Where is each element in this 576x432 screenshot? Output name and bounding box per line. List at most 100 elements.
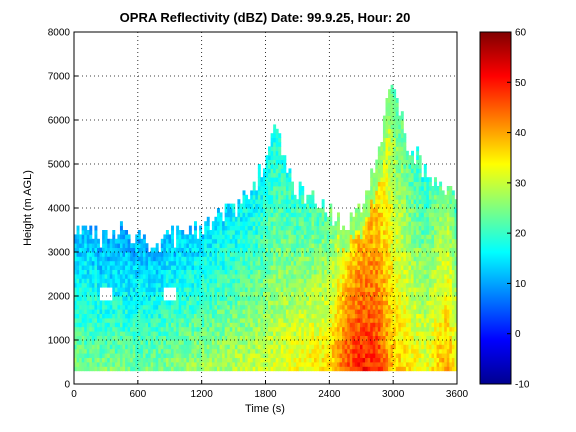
reflectivity-cell — [211, 326, 215, 332]
reflectivity-cell — [324, 256, 328, 262]
reflectivity-cell — [178, 340, 182, 345]
reflectivity-cell — [362, 331, 366, 336]
reflectivity-cell — [293, 287, 297, 292]
reflectivity-cell — [132, 304, 136, 310]
reflectivity-cell — [278, 208, 282, 213]
reflectivity-cell — [319, 340, 323, 345]
reflectivity-cell — [398, 168, 402, 174]
reflectivity-cell — [102, 278, 106, 284]
reflectivity-cell — [270, 177, 274, 182]
reflectivity-cell — [385, 278, 389, 284]
reflectivity-cell — [142, 331, 146, 336]
reflectivity-cell — [398, 243, 402, 248]
reflectivity-cell — [339, 230, 343, 235]
reflectivity-cell — [186, 340, 190, 345]
reflectivity-cell — [245, 243, 249, 248]
reflectivity-cell — [91, 313, 95, 319]
reflectivity-cell — [405, 274, 409, 279]
reflectivity-cell — [163, 247, 167, 253]
reflectivity-cell — [96, 287, 100, 292]
reflectivity-cell — [398, 366, 402, 372]
reflectivity-cell — [324, 265, 328, 270]
reflectivity-cell — [201, 313, 205, 319]
reflectivity-cell — [362, 313, 366, 319]
reflectivity-cell — [390, 234, 394, 240]
reflectivity-cell — [257, 190, 261, 196]
reflectivity-cell — [326, 326, 330, 332]
reflectivity-cell — [280, 318, 284, 323]
reflectivity-cell — [142, 309, 146, 314]
reflectivity-cell — [89, 282, 93, 288]
reflectivity-cell — [395, 326, 399, 332]
reflectivity-cell — [224, 203, 228, 209]
reflectivity-cell — [334, 309, 338, 314]
reflectivity-cell — [160, 260, 164, 266]
reflectivity-cell — [142, 243, 146, 248]
reflectivity-cell — [163, 322, 167, 328]
reflectivity-cell — [273, 137, 277, 143]
reflectivity-cell — [270, 282, 274, 288]
reflectivity-cell — [388, 247, 392, 253]
reflectivity-cell — [216, 265, 220, 270]
reflectivity-cell — [382, 331, 386, 336]
reflectivity-cell — [331, 344, 335, 350]
reflectivity-cell — [347, 282, 351, 288]
reflectivity-cell — [344, 322, 348, 328]
reflectivity-cell — [214, 366, 218, 372]
reflectivity-cell — [321, 208, 325, 213]
reflectivity-cell — [316, 287, 320, 292]
reflectivity-cell — [224, 252, 228, 257]
reflectivity-cell — [158, 256, 162, 262]
reflectivity-cell — [372, 190, 376, 196]
reflectivity-cell — [321, 309, 325, 314]
reflectivity-cell — [278, 335, 282, 341]
reflectivity-cell — [86, 252, 90, 257]
reflectivity-cell — [112, 260, 116, 266]
reflectivity-cell — [400, 194, 404, 200]
reflectivity-cell — [102, 274, 106, 279]
reflectivity-cell — [232, 243, 236, 248]
reflectivity-cell — [112, 230, 116, 235]
reflectivity-cell — [273, 326, 277, 332]
reflectivity-cell — [308, 344, 312, 350]
reflectivity-cell — [329, 274, 333, 279]
reflectivity-cell — [204, 234, 208, 240]
reflectivity-cell — [199, 344, 203, 350]
reflectivity-cell — [135, 322, 139, 328]
reflectivity-cell — [311, 318, 315, 323]
reflectivity-cell — [367, 203, 371, 209]
reflectivity-cell — [275, 168, 279, 174]
reflectivity-cell — [357, 340, 361, 345]
reflectivity-cell — [91, 256, 95, 262]
reflectivity-cell — [188, 296, 192, 301]
reflectivity-cell — [306, 331, 310, 336]
reflectivity-cell — [132, 282, 136, 288]
reflectivity-cell — [125, 256, 129, 262]
reflectivity-cell — [150, 296, 154, 301]
reflectivity-cell — [365, 243, 369, 248]
reflectivity-cell — [89, 287, 93, 292]
reflectivity-cell — [385, 335, 389, 341]
reflectivity-cell — [252, 234, 256, 240]
reflectivity-cell — [390, 172, 394, 178]
reflectivity-cell — [285, 265, 289, 270]
reflectivity-cell — [176, 318, 180, 323]
reflectivity-cell — [388, 318, 392, 323]
reflectivity-cell — [168, 247, 172, 253]
reflectivity-cell — [285, 252, 289, 257]
reflectivity-cell — [370, 309, 374, 314]
reflectivity-cell — [76, 291, 80, 297]
reflectivity-cell — [380, 309, 384, 314]
reflectivity-cell — [278, 216, 282, 222]
reflectivity-cell — [262, 326, 266, 332]
reflectivity-cell — [400, 181, 404, 187]
reflectivity-cell — [219, 252, 223, 257]
reflectivity-cell — [405, 252, 409, 257]
reflectivity-cell — [329, 322, 333, 328]
reflectivity-cell — [183, 357, 187, 363]
reflectivity-cell — [398, 296, 402, 301]
reflectivity-cell — [199, 326, 203, 332]
reflectivity-cell — [403, 260, 407, 266]
reflectivity-cell — [278, 238, 282, 244]
reflectivity-cell — [275, 128, 279, 134]
